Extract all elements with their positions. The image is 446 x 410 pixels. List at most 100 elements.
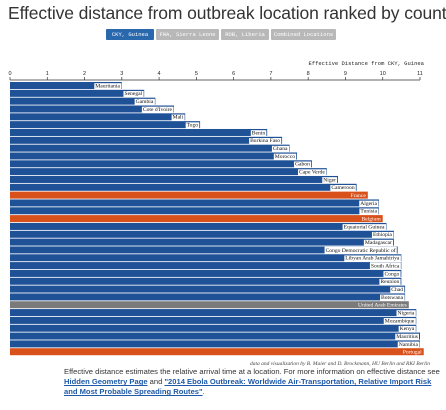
bar-chart: 0 1 2 3 4 5 6 7 8 9 10 11 Mauritania Senegal Gambia Co…: [8, 71, 424, 356]
bar-label: Equatorial Guinea: [344, 224, 385, 230]
note-text-2: and: [147, 377, 165, 387]
x-tick-label: 11: [417, 71, 423, 77]
bar-label-backing: [380, 294, 405, 302]
bar[interactable]: [10, 254, 402, 262]
bar-label-backing: [371, 231, 394, 239]
bar-label: Botswana: [381, 295, 404, 301]
bar[interactable]: [10, 230, 394, 238]
bar-label: Morocco: [275, 154, 295, 160]
bar-label: Reunion: [380, 279, 399, 285]
bar[interactable]: [10, 136, 283, 144]
bar-label-backing: [344, 255, 401, 262]
x-tick-label: 6: [232, 71, 235, 77]
bar-label: Mali: [173, 115, 184, 121]
bar[interactable]: [10, 207, 379, 215]
bar-label: France: [351, 193, 367, 199]
bar-label-backing: [383, 318, 416, 325]
bar[interactable]: [10, 215, 383, 223]
bar-label-backing: [250, 130, 267, 137]
bar-label-backing: [396, 310, 416, 317]
x-tick-label: 10: [380, 71, 386, 77]
bar[interactable]: [10, 199, 379, 207]
bar-label: Togo: [187, 123, 199, 129]
bar-label: Portugal: [403, 350, 422, 356]
bar[interactable]: [10, 269, 402, 277]
bar-label-backing: [363, 239, 394, 247]
bar[interactable]: [10, 348, 424, 356]
bar-label: Congo: [384, 271, 399, 277]
bar-label-backing: [171, 114, 185, 121]
bar-label-backing: [249, 138, 282, 145]
x-tick-label: 2: [83, 71, 86, 77]
note-text-3: .: [202, 387, 205, 397]
x-tick-label: 8: [307, 71, 310, 77]
bar-label: Gambia: [136, 99, 154, 105]
bar[interactable]: [10, 246, 398, 254]
bar[interactable]: [10, 89, 145, 97]
bar[interactable]: [10, 301, 409, 309]
bar-label: Senegal: [124, 91, 142, 97]
bar-label-backing: [297, 169, 327, 176]
bar[interactable]: [10, 222, 387, 230]
x-axis: 0 1 2 3 4 5 6 7 8 9 10 11: [8, 71, 423, 81]
note-text-1: Effective distance estimates the relativ…: [64, 367, 440, 376]
bar-label: Burkina Faso: [250, 138, 280, 144]
bar-label: Congo Democratic Republic of: [326, 247, 396, 254]
bar-label-backing: [369, 262, 401, 270]
bar-label-backing: [324, 246, 397, 255]
bar[interactable]: [10, 82, 122, 89]
bar[interactable]: [10, 97, 156, 105]
bar[interactable]: [10, 262, 402, 270]
bar[interactable]: [10, 340, 420, 348]
chart-title: Effective distance from outbreak locatio…: [8, 3, 446, 23]
bar[interactable]: [10, 309, 417, 317]
bar[interactable]: [10, 324, 417, 332]
bar[interactable]: [10, 332, 420, 340]
tab-fna-sierra-leone[interactable]: FNA, Sierra Leone: [156, 29, 219, 40]
bar[interactable]: [10, 238, 394, 246]
bar-label-backing: [397, 341, 420, 348]
x-axis-label: Effective Distance from CKY, Guinea: [308, 60, 424, 67]
tab-rob-liberia[interactable]: ROB, Liberia: [221, 29, 269, 40]
bar[interactable]: [10, 293, 406, 301]
bar[interactable]: [10, 277, 402, 285]
bar-label-backing: [390, 286, 405, 294]
bar[interactable]: [10, 152, 297, 160]
bar-label: Chad: [391, 287, 403, 293]
bar[interactable]: [10, 191, 368, 199]
bar-label-backing: [134, 98, 155, 106]
bar[interactable]: [10, 113, 186, 121]
bar-label-backing: [383, 271, 401, 278]
bar[interactable]: [10, 144, 290, 152]
bar[interactable]: [10, 316, 417, 324]
bar[interactable]: [10, 105, 174, 113]
bar-label-backing: [94, 83, 122, 90]
bar-label: Gabon: [295, 162, 310, 168]
bar-label: Nigeria: [397, 310, 414, 316]
bar-label: Ethiopia: [373, 232, 392, 238]
bar[interactable]: [10, 183, 357, 191]
x-tick-label: 1: [46, 71, 49, 77]
bar[interactable]: [10, 175, 338, 183]
x-tick-label: 5: [195, 71, 198, 77]
bar-label: Benin: [252, 130, 266, 136]
bar-label-backing: [398, 325, 416, 333]
tab-combined-locations[interactable]: Combined Locations: [271, 29, 336, 40]
bar[interactable]: [10, 121, 201, 129]
bar-label-backing: [359, 208, 379, 215]
bar[interactable]: [10, 168, 327, 176]
bar-label: Cape Verde: [299, 170, 325, 176]
paper-link[interactable]: "2014 Ebola Outbreak: Worldwide Air-Tran…: [64, 377, 432, 397]
tab-cky-guinea[interactable]: CKY, Guinea: [106, 29, 154, 40]
bar[interactable]: [10, 285, 406, 293]
bar[interactable]: [10, 128, 268, 136]
bar[interactable]: [10, 160, 312, 168]
bar-label-backing: [379, 278, 401, 286]
bar-label: Mozambique: [385, 318, 415, 324]
hidden-geometry-link[interactable]: Hidden Geometry Page: [64, 377, 148, 387]
bar-label: Tunisia: [360, 209, 377, 215]
x-tick-label: 3: [120, 71, 123, 77]
bar-label: Ghana: [273, 146, 288, 152]
bar-label: Belgium: [361, 217, 381, 223]
x-tick-label: 0: [8, 71, 11, 77]
